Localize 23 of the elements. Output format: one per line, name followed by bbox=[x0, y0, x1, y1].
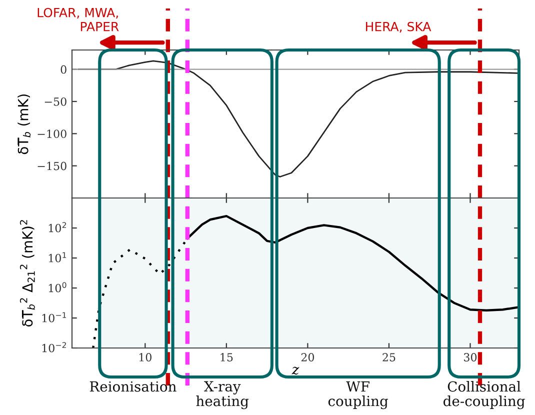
x-tick-label: 30 bbox=[464, 353, 477, 362]
y-tick-label: 10$^{1}$ bbox=[48, 252, 66, 262]
y-tick-label: −100 bbox=[38, 130, 66, 138]
y-axis-title: δT̅$_{b}$$^{2}$ Δ$_{21}$$^{2}$ (mK)$^{2}$ bbox=[20, 220, 35, 326]
x-tick-label: 20 bbox=[301, 353, 314, 362]
x-tick-label: 15 bbox=[220, 353, 233, 362]
x-axis-title: z bbox=[292, 366, 300, 375]
band-label: X-ray heating bbox=[196, 381, 249, 410]
y-tick-label: 0 bbox=[60, 65, 66, 74]
x-tick-label: 10 bbox=[139, 353, 152, 362]
y-axis-title: δT̅$_{b}$ (mK) bbox=[18, 94, 31, 154]
band-label: WF coupling bbox=[328, 381, 388, 410]
ref-line-label: LOFAR, MWA, PAPER bbox=[38, 8, 119, 32]
y-tick-label: 10$^{−2}$ bbox=[42, 342, 66, 352]
ref-line-label: HERA, SKA bbox=[366, 22, 432, 33]
y-tick-label: 10$^{0}$ bbox=[48, 282, 66, 292]
y-tick-label: 10$^{2}$ bbox=[48, 222, 66, 232]
y-tick-label: −150 bbox=[38, 162, 66, 170]
x-tick-label: 25 bbox=[382, 353, 396, 362]
band-label: Reionisation bbox=[90, 381, 176, 392]
y-tick-label: 10$^{−1}$ bbox=[42, 312, 66, 322]
band-label: Collisional de-coupling bbox=[443, 381, 525, 410]
y-tick-label: −50 bbox=[44, 97, 66, 106]
